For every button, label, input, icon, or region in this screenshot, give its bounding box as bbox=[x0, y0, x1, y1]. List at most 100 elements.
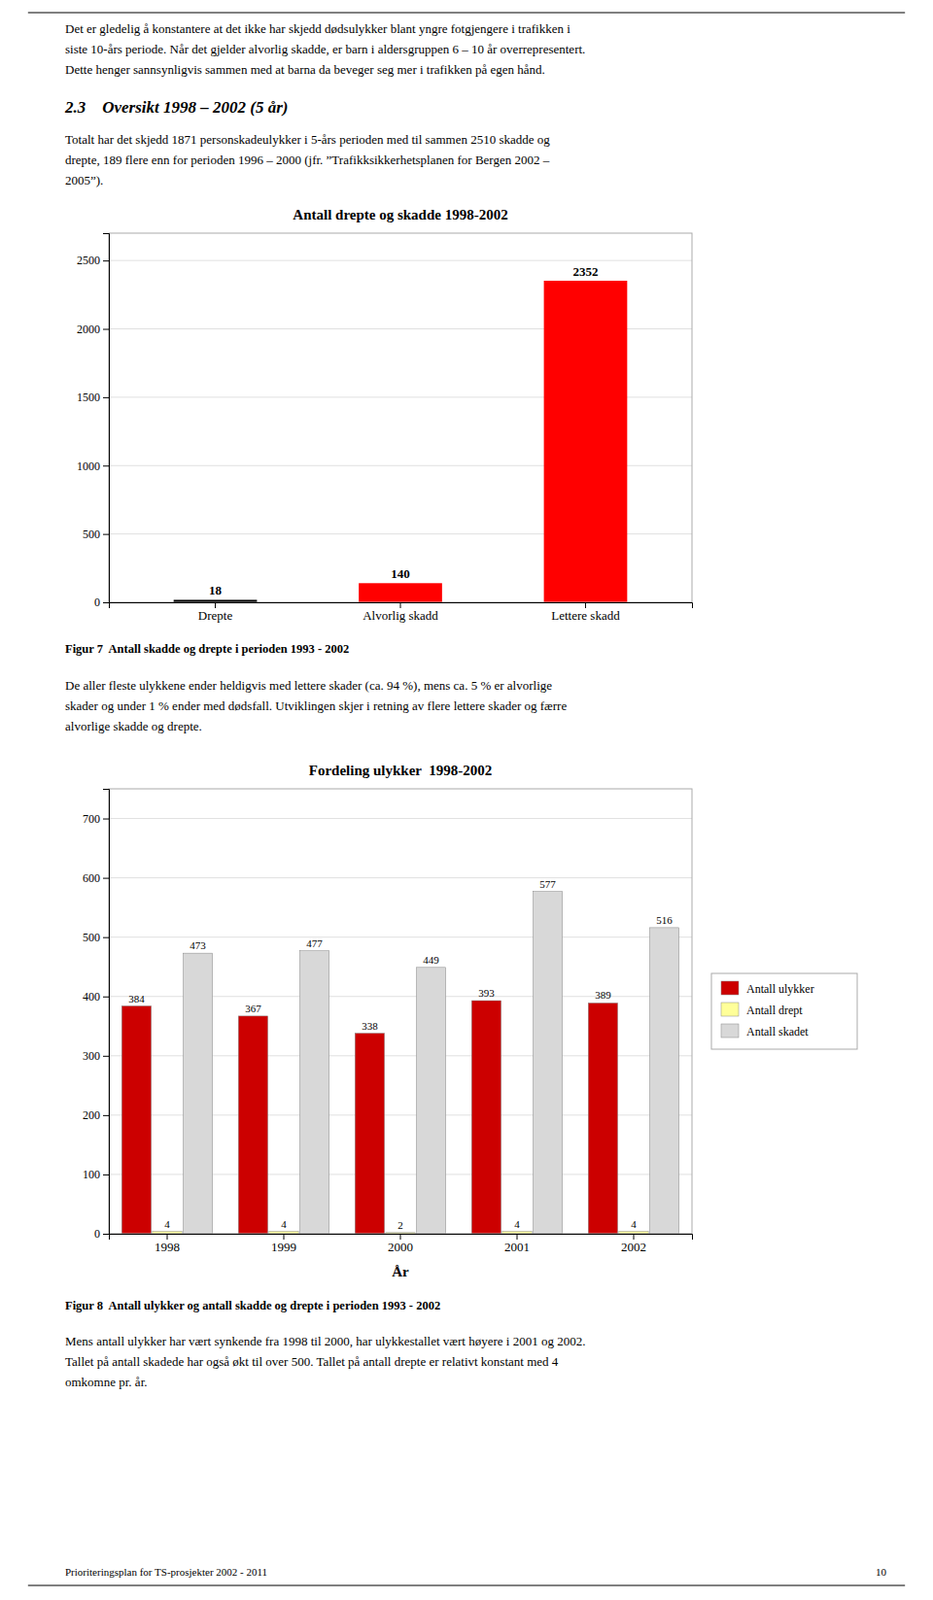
data-label: 516 bbox=[656, 914, 673, 927]
data-label: 4 bbox=[514, 1218, 520, 1231]
x-tick: 1998 bbox=[154, 1234, 180, 1255]
data-label: 473 bbox=[189, 939, 207, 952]
x-tick-label: 1998 bbox=[154, 1240, 180, 1255]
bar bbox=[532, 892, 562, 1235]
legend-item: Antall ulykker bbox=[721, 981, 815, 997]
marks bbox=[173, 280, 628, 603]
page: Det er gledelig å konstantere at det ikk… bbox=[0, 0, 933, 1600]
legend-swatch bbox=[721, 1024, 739, 1038]
y-tick-label: 200 bbox=[82, 1108, 101, 1123]
tick-mark bbox=[103, 1115, 109, 1117]
data-label: 18 bbox=[208, 583, 223, 598]
data-label: 393 bbox=[478, 987, 495, 1000]
body-text-line: Det er gledelig å konstantere at det ikk… bbox=[65, 21, 571, 36]
x-axis: 1998 1999 2000 2001 2002 bbox=[109, 1234, 693, 1255]
y-tick-label: 2500 bbox=[76, 253, 101, 268]
body-text-line: alvorlige skadde og drepte. bbox=[65, 719, 203, 734]
bar bbox=[415, 967, 446, 1235]
x-tick-label: Alvorlig skadd bbox=[362, 608, 439, 623]
body-text-line: drepte, 189 flere enn for perioden 1996 … bbox=[65, 152, 551, 168]
axis-line bbox=[103, 234, 110, 604]
footer-left: Prioriteringsplan for TS-prosjekter 2002… bbox=[65, 1566, 268, 1579]
grid-line bbox=[108, 260, 692, 262]
tick-mark bbox=[103, 937, 109, 939]
legend-frame bbox=[711, 973, 858, 1050]
legend-item: Antall drept bbox=[721, 1002, 803, 1018]
legend-label: Antall skadet bbox=[746, 1025, 809, 1039]
y-tick: 200 bbox=[82, 1108, 109, 1123]
body-text-line: 2005”). bbox=[65, 172, 104, 188]
bar bbox=[121, 1006, 151, 1235]
y-tick: 1500 bbox=[76, 390, 109, 405]
y-tick-label: 300 bbox=[82, 1049, 101, 1064]
body-text-line: Tallet på antall skadede har også økt ti… bbox=[65, 1354, 559, 1370]
x-tick: 1999 bbox=[271, 1234, 297, 1255]
x-axis: DrepteAlvorlig skaddLettere skadd bbox=[109, 602, 693, 623]
plot-frame bbox=[108, 789, 692, 1235]
y-tick-label: 400 bbox=[82, 990, 101, 1004]
y-tick-label: 1000 bbox=[76, 459, 101, 474]
x-tick: 2001 bbox=[504, 1234, 530, 1255]
tick-mark bbox=[103, 465, 109, 467]
x-tick: Alvorlig skadd bbox=[362, 602, 439, 623]
plot-frame bbox=[108, 233, 692, 603]
y-tick-label: 500 bbox=[82, 931, 101, 945]
y-tick: 600 bbox=[82, 871, 109, 886]
data-label: 389 bbox=[594, 989, 612, 1002]
tick-mark bbox=[167, 1234, 169, 1241]
y-tick: 2500 bbox=[76, 253, 109, 268]
legend-label: Antall ulykker bbox=[746, 982, 815, 997]
tick-mark bbox=[103, 329, 109, 331]
grid bbox=[108, 819, 692, 1235]
tick-mark bbox=[103, 397, 109, 399]
x-tick: 2002 bbox=[621, 1234, 647, 1255]
tick-mark bbox=[585, 602, 587, 609]
data-labels: 38436733839338944244473477449577516 bbox=[128, 878, 673, 1232]
legend-label: Antall drept bbox=[746, 1003, 803, 1018]
y-tick: 300 bbox=[82, 1049, 109, 1064]
legend-item: Antall skadet bbox=[721, 1024, 809, 1039]
y-tick: 0 bbox=[94, 595, 109, 610]
body-text-line: De aller fleste ulykkene ender heldigvis… bbox=[65, 678, 553, 693]
bar bbox=[354, 1034, 384, 1235]
axis-line bbox=[109, 1235, 693, 1242]
y-tick-label: 600 bbox=[82, 871, 101, 886]
y-tick: 0 bbox=[94, 1227, 109, 1242]
y-tick: 700 bbox=[82, 812, 109, 827]
x-tick-label: 2002 bbox=[621, 1240, 647, 1255]
y-tick: 100 bbox=[82, 1168, 109, 1182]
chart-title: Fordeling ulykker 1998-2002 bbox=[309, 762, 492, 779]
y-tick-label: 0 bbox=[94, 1227, 101, 1242]
tick-mark bbox=[103, 997, 109, 999]
footer-right: 10 bbox=[875, 1566, 888, 1579]
figure-caption: Figur 8 Antall ulykker og antall skadde … bbox=[65, 1299, 441, 1314]
data-label: 367 bbox=[244, 1002, 262, 1015]
bar bbox=[358, 583, 443, 603]
y-tick-label: 700 bbox=[82, 812, 101, 827]
chart-title: Antall drepte og skadde 1998-2002 bbox=[292, 207, 508, 223]
tick-mark bbox=[103, 819, 109, 821]
data-label: 384 bbox=[128, 993, 145, 1005]
body-text-line: siste 10-års periode. Når det gjelder al… bbox=[65, 41, 586, 57]
y-tick: 1000 bbox=[76, 459, 109, 474]
page-rule bbox=[28, 12, 905, 14]
y-tick-label: 500 bbox=[82, 527, 101, 542]
data-label: 2 bbox=[397, 1219, 404, 1232]
x-tick-label: 1999 bbox=[271, 1240, 297, 1255]
data-label: 4 bbox=[164, 1218, 171, 1231]
tick-mark bbox=[283, 1234, 285, 1241]
y-tick-label: 2000 bbox=[76, 322, 101, 337]
section-title: 2.3 Oversikt 1998 – 2002 (5 år) bbox=[64, 98, 288, 117]
figure-caption: Figur 7 Antall skadde og drepte i period… bbox=[65, 642, 349, 657]
bar bbox=[238, 1016, 268, 1235]
y-tick: 2000 bbox=[76, 322, 109, 337]
chart: 18140235205001000150020002500DrepteAlvor… bbox=[76, 207, 693, 623]
y-axis: 0 100 200 300 400 500 600 700 bbox=[82, 790, 110, 1243]
tick-mark bbox=[103, 1174, 109, 1176]
tick-mark bbox=[214, 602, 216, 609]
bar bbox=[471, 1001, 501, 1235]
marks bbox=[121, 892, 679, 1235]
tick-mark bbox=[103, 534, 109, 536]
x-tick: 2000 bbox=[387, 1234, 414, 1255]
x-axis-title: År bbox=[391, 1264, 410, 1280]
